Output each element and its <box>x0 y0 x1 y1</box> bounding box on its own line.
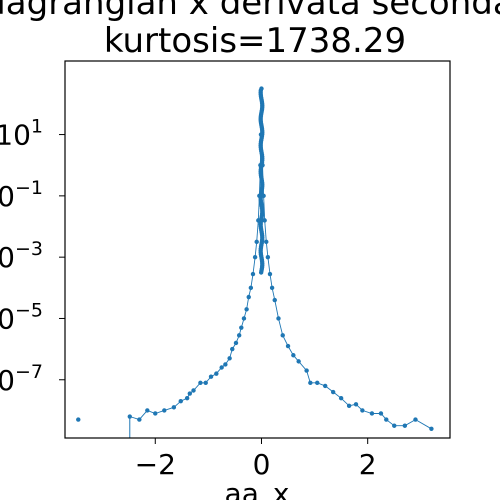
series-point <box>244 307 249 312</box>
series-point <box>171 405 177 410</box>
series-point <box>219 365 224 370</box>
series-point <box>272 297 277 303</box>
series-point <box>261 193 266 199</box>
series-point <box>252 254 258 260</box>
y-ticks: 101 10−1 10−3 10−5 10−7 <box>0 116 65 397</box>
chart-title-line1: lagrangian x derivata seconda <box>0 0 500 23</box>
y-tick-label: 10−1 <box>0 177 43 213</box>
series-point <box>276 316 281 321</box>
axes-frame <box>64 60 451 439</box>
series-point <box>137 417 142 422</box>
series-point <box>248 285 254 291</box>
plot-area <box>76 86 434 438</box>
series-point <box>203 380 208 386</box>
series-point <box>402 423 408 428</box>
series-point <box>223 362 228 367</box>
series-point <box>250 271 256 277</box>
series-point <box>76 417 81 422</box>
series-point <box>191 388 196 393</box>
y-tick-label: 101 <box>0 116 43 152</box>
series-point <box>267 271 273 277</box>
x-ticks: −2 0 2 <box>135 438 377 481</box>
series-point <box>257 193 262 199</box>
y-tick-label: 10−5 <box>0 299 43 335</box>
series-point <box>308 380 313 386</box>
chart-title: kurtosis=1738.29 <box>104 21 406 61</box>
x-axis-label: aa_x <box>225 477 290 500</box>
series-point <box>429 426 434 432</box>
series-point <box>254 239 259 245</box>
series-point <box>323 383 328 389</box>
series-point <box>413 417 418 422</box>
series-point <box>260 163 265 168</box>
series-point <box>330 389 336 395</box>
series-point <box>214 371 219 376</box>
series-point <box>145 408 150 413</box>
series-point <box>178 399 183 404</box>
series-point <box>369 411 375 416</box>
series-point <box>280 333 285 338</box>
series-point <box>296 359 301 364</box>
series-point <box>384 417 389 422</box>
series-point <box>378 411 384 416</box>
series-point <box>264 239 269 245</box>
series-point <box>127 414 132 419</box>
series-point <box>353 402 359 407</box>
series-point <box>233 340 239 346</box>
series-point <box>184 395 190 401</box>
series-point <box>269 285 275 291</box>
series-point <box>346 403 352 409</box>
series-point <box>256 218 261 223</box>
series-point <box>338 395 344 401</box>
series-point <box>198 380 203 386</box>
y-tick-label: 10−3 <box>0 238 43 274</box>
series-point <box>227 356 232 361</box>
x-tick-label: −2 <box>135 448 176 481</box>
series-point <box>246 294 251 300</box>
series-point <box>187 391 192 396</box>
series-point <box>259 86 264 91</box>
x-tick-label: 0 <box>253 448 271 481</box>
series-point <box>241 316 247 321</box>
series-point <box>304 368 309 373</box>
y-tick-label: 10−7 <box>0 361 43 397</box>
series-point <box>153 411 158 416</box>
series-point <box>315 380 320 386</box>
series-point <box>291 353 296 358</box>
series-point <box>259 132 265 137</box>
series-point <box>285 343 291 349</box>
series-line <box>129 88 432 430</box>
series-point <box>162 408 167 413</box>
series-point <box>360 408 365 413</box>
series-point <box>392 423 397 428</box>
series-point <box>262 218 267 223</box>
series-point <box>239 325 244 330</box>
x-tick-label: 2 <box>359 448 377 481</box>
series-point <box>208 374 214 379</box>
series-point <box>236 333 242 338</box>
series-point <box>265 254 271 260</box>
series-point <box>230 346 235 352</box>
